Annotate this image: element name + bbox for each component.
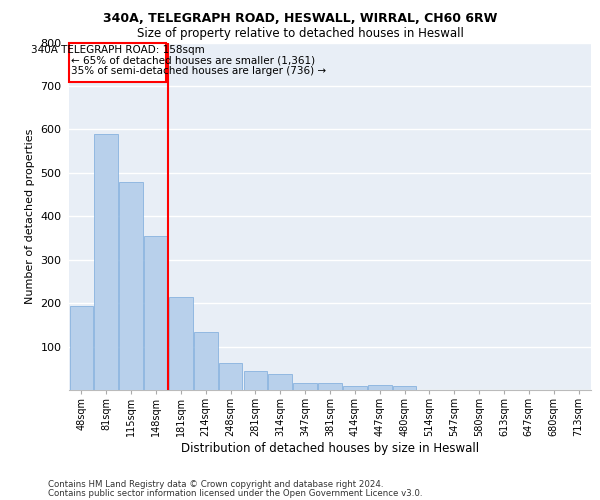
Bar xyxy=(343,386,367,390)
Bar xyxy=(119,182,143,390)
Bar xyxy=(318,383,342,390)
Bar xyxy=(293,382,317,390)
Bar xyxy=(70,306,93,390)
Text: 340A TELEGRAPH ROAD: 158sqm: 340A TELEGRAPH ROAD: 158sqm xyxy=(31,44,205,54)
Bar xyxy=(368,385,392,390)
Bar xyxy=(94,134,118,390)
Bar xyxy=(268,374,292,390)
Text: ← 65% of detached houses are smaller (1,361): ← 65% of detached houses are smaller (1,… xyxy=(71,56,316,66)
Y-axis label: Number of detached properties: Number of detached properties xyxy=(25,128,35,304)
Bar xyxy=(244,372,267,390)
Bar xyxy=(169,296,193,390)
Text: 340A, TELEGRAPH ROAD, HESWALL, WIRRAL, CH60 6RW: 340A, TELEGRAPH ROAD, HESWALL, WIRRAL, C… xyxy=(103,12,497,26)
Bar xyxy=(144,236,168,390)
Text: Size of property relative to detached houses in Heswall: Size of property relative to detached ho… xyxy=(137,28,463,40)
X-axis label: Distribution of detached houses by size in Heswall: Distribution of detached houses by size … xyxy=(181,442,479,455)
Bar xyxy=(219,363,242,390)
FancyBboxPatch shape xyxy=(70,42,166,82)
Bar xyxy=(393,386,416,390)
Text: Contains public sector information licensed under the Open Government Licence v3: Contains public sector information licen… xyxy=(48,488,422,498)
Text: Contains HM Land Registry data © Crown copyright and database right 2024.: Contains HM Land Registry data © Crown c… xyxy=(48,480,383,489)
Bar xyxy=(194,332,218,390)
Text: 35% of semi-detached houses are larger (736) →: 35% of semi-detached houses are larger (… xyxy=(71,66,326,76)
